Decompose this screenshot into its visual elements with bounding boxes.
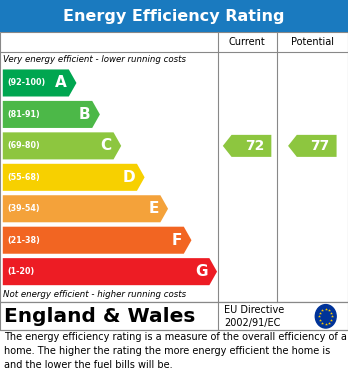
Polygon shape — [3, 101, 100, 128]
Polygon shape — [3, 70, 77, 97]
Polygon shape — [3, 132, 121, 160]
Polygon shape — [3, 164, 145, 191]
Bar — [0, 302, 348, 330]
Text: G: G — [195, 264, 208, 279]
Polygon shape — [3, 195, 168, 222]
Text: England & Wales: England & Wales — [4, 307, 196, 326]
Text: 77: 77 — [310, 139, 329, 153]
Text: (39-54): (39-54) — [7, 204, 40, 213]
Text: F: F — [172, 233, 182, 248]
Text: EU Directive
2002/91/EC: EU Directive 2002/91/EC — [224, 305, 285, 328]
Text: C: C — [101, 138, 112, 153]
Text: (55-68): (55-68) — [7, 173, 40, 182]
Text: E: E — [148, 201, 159, 216]
Polygon shape — [3, 258, 217, 285]
Text: Not energy efficient - higher running costs: Not energy efficient - higher running co… — [3, 290, 186, 300]
Text: (1-20): (1-20) — [7, 267, 34, 276]
Text: (81-91): (81-91) — [7, 110, 40, 119]
Text: Energy Efficiency Rating: Energy Efficiency Rating — [63, 9, 285, 23]
Polygon shape — [288, 135, 337, 157]
Text: The energy efficiency rating is a measure of the overall efficiency of a home. T: The energy efficiency rating is a measur… — [4, 332, 347, 369]
Bar — [0, 32, 348, 302]
Polygon shape — [3, 227, 191, 254]
Text: (69-80): (69-80) — [7, 142, 40, 151]
Text: Current: Current — [229, 37, 266, 47]
Text: Very energy efficient - lower running costs: Very energy efficient - lower running co… — [3, 55, 186, 65]
Text: 72: 72 — [245, 139, 264, 153]
Text: (21-38): (21-38) — [7, 236, 40, 245]
Text: D: D — [122, 170, 135, 185]
Text: Potential: Potential — [291, 37, 334, 47]
Text: A: A — [55, 75, 67, 90]
Polygon shape — [223, 135, 271, 157]
Circle shape — [315, 305, 336, 328]
Text: (92-100): (92-100) — [7, 79, 45, 88]
Bar — [0, 0, 348, 32]
Text: B: B — [79, 107, 90, 122]
